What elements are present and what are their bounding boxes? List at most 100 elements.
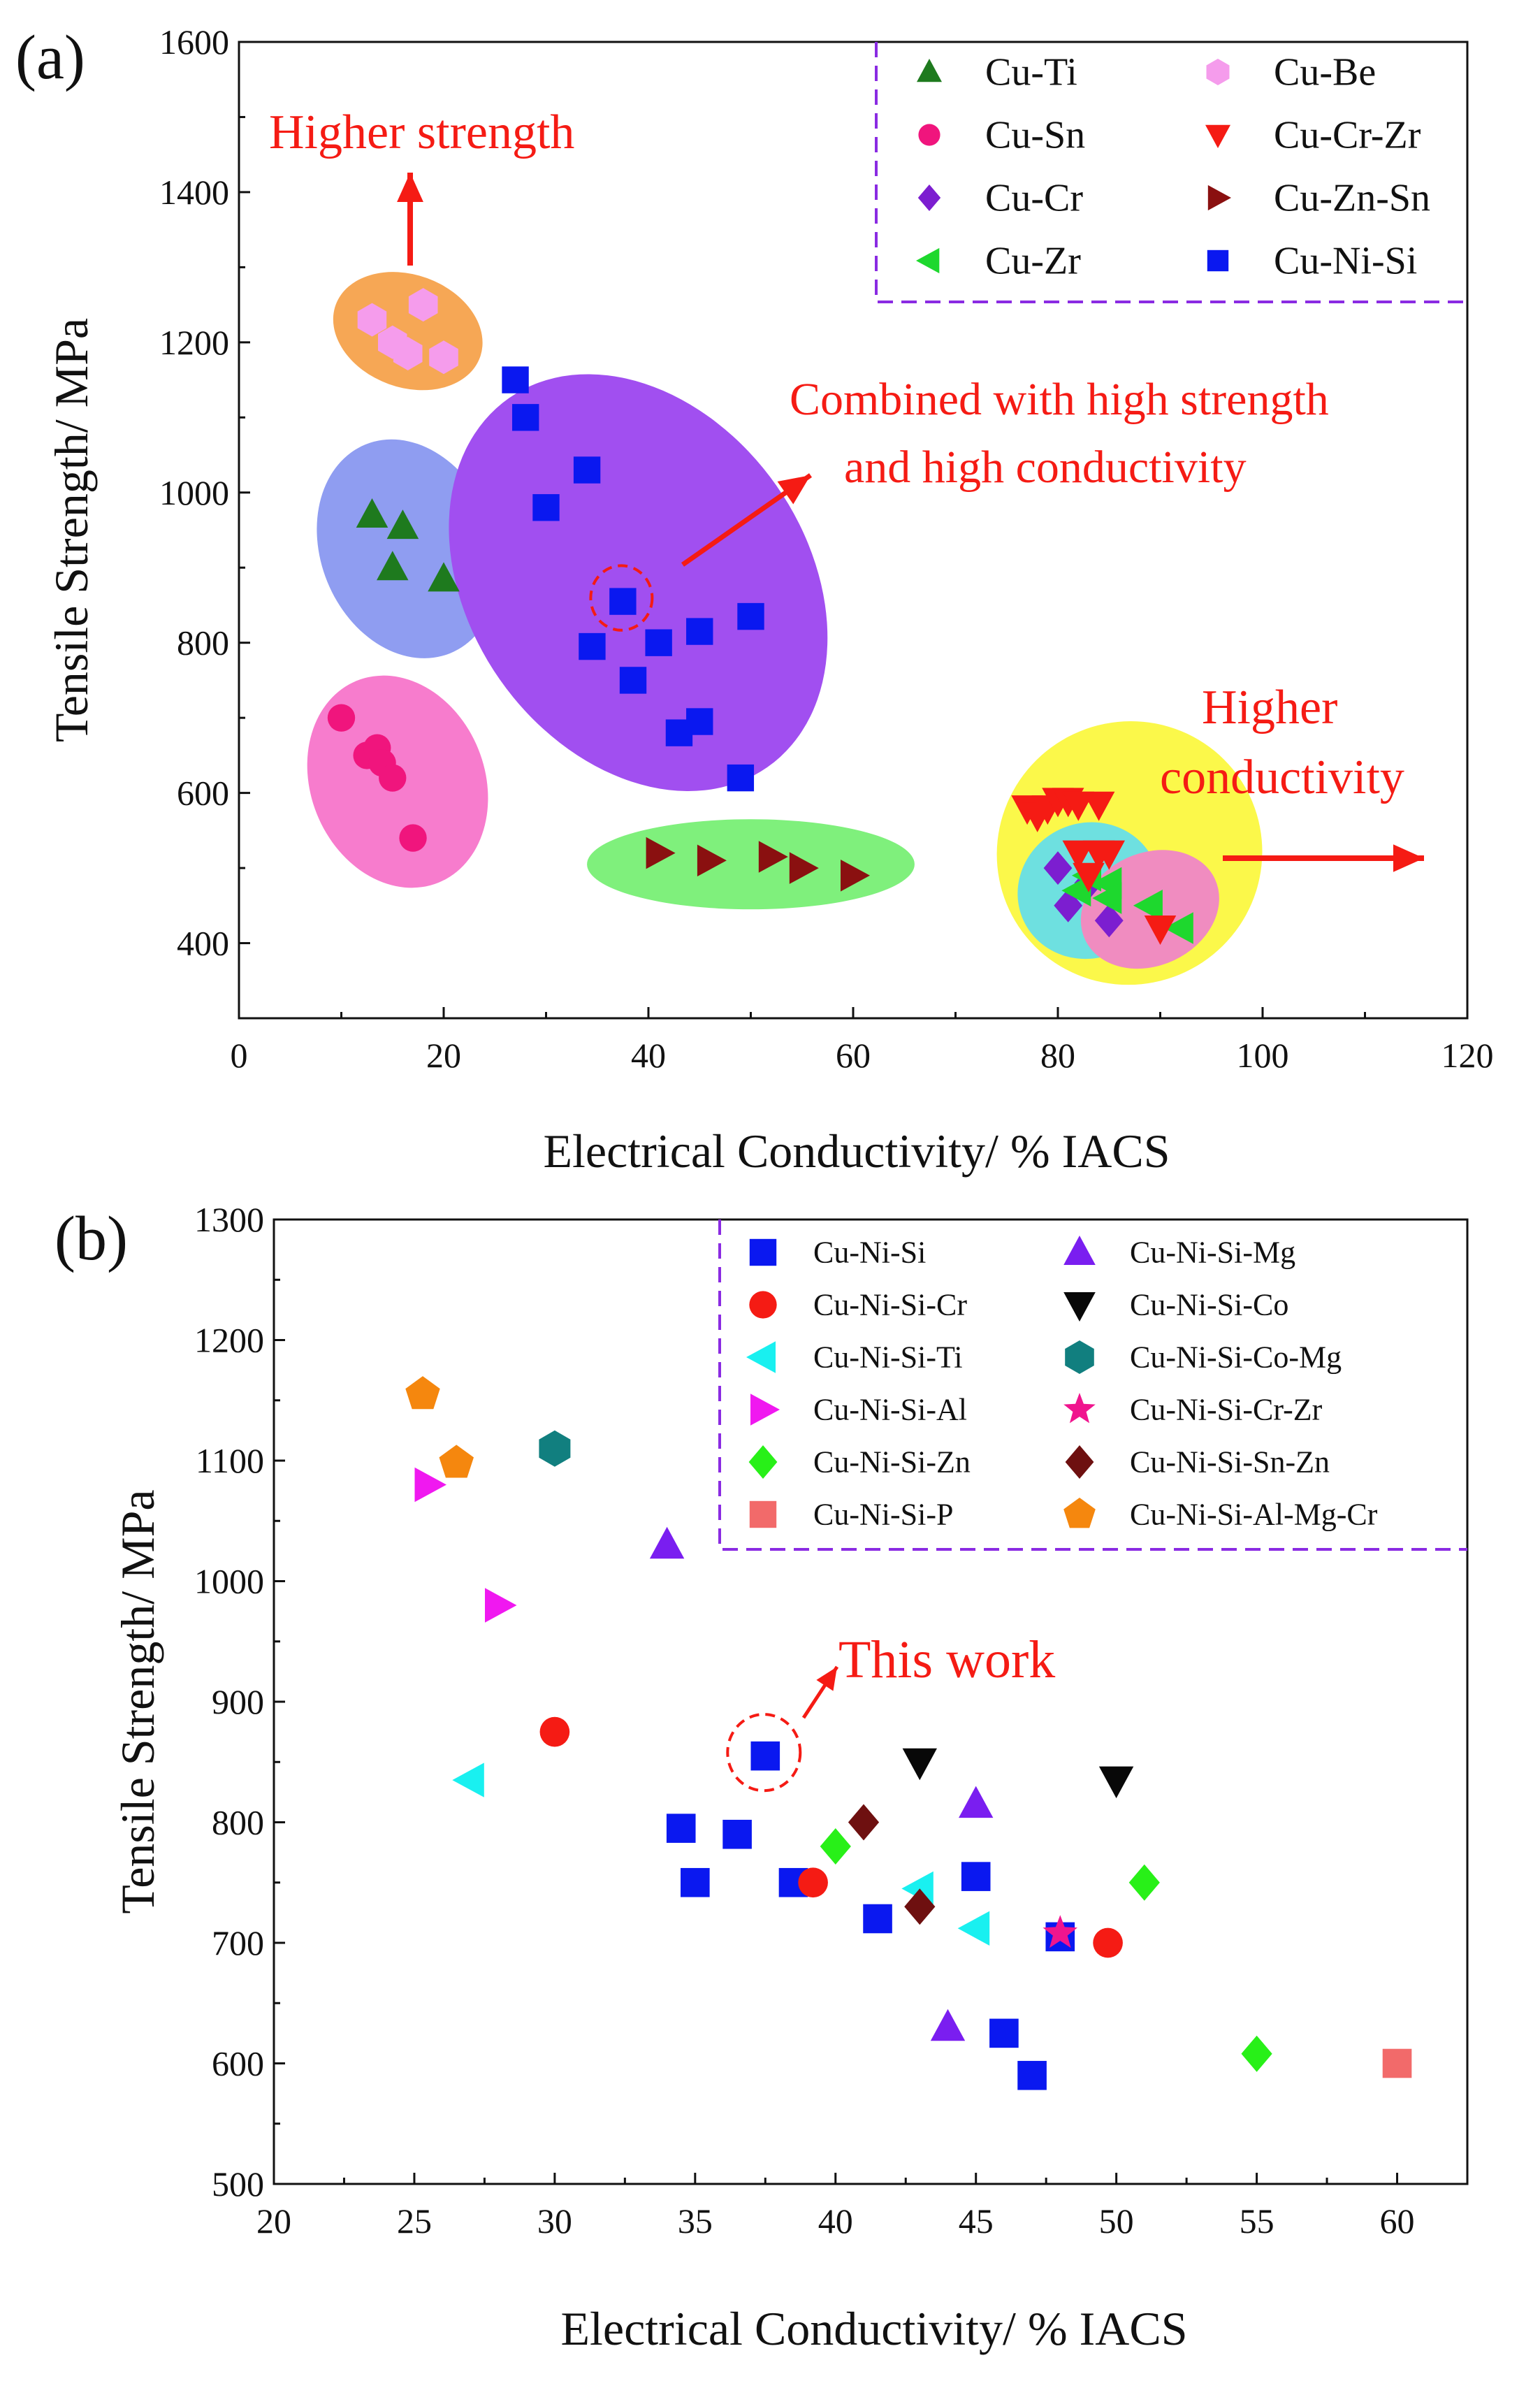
series-cu-ni-si-sn-zn [848, 1804, 936, 1925]
legend-marker [918, 124, 940, 146]
data-point [357, 303, 387, 337]
series-cu-ni-si [666, 1741, 1075, 2090]
x-tick-label: 60 [836, 1036, 871, 1075]
data-point [399, 824, 427, 852]
series-cu-zn-sn [646, 837, 870, 892]
data-point [1241, 2035, 1272, 2072]
data-point [439, 1445, 474, 1478]
data-point [722, 1819, 752, 1849]
series-cu-ni-si-cr [539, 1716, 1123, 1958]
data-point [539, 1430, 571, 1467]
legend-label: Cu-Ni-Si-Co [1130, 1288, 1288, 1322]
x-axis-title: Electrical Conductivity/ % IACS [560, 2302, 1187, 2355]
data-point [820, 1828, 851, 1865]
x-tick-label: 30 [537, 2201, 572, 2241]
annotation-higher-line1: Higher [1202, 681, 1337, 735]
series-cu-ni-si-co [902, 1748, 1134, 1799]
data-point [645, 629, 672, 656]
legend-label: Cu-Zn-Sn [1274, 176, 1430, 219]
data-point [356, 498, 388, 528]
legend-marker [749, 1291, 777, 1319]
data-point [327, 704, 356, 732]
data-point [502, 366, 529, 393]
data-point [666, 1814, 696, 1843]
data-point [1017, 2060, 1047, 2090]
annotation-combined-line2: and high conductivity [844, 442, 1247, 493]
data-point [379, 764, 407, 792]
y-tick-label: 1000 [194, 1562, 264, 1601]
data-point [686, 618, 713, 645]
legend-label: Cu-Ni-Si-Cr-Zr [1130, 1393, 1323, 1427]
legend: Cu-Ni-Si Cu-Ni-Si-Cr Cu-Ni-Si-Ti Cu-Ni-Si-A… [718, 1220, 1467, 1551]
x-axis-title: Electrical Conductivity/ % IACS [543, 1124, 1170, 1178]
legend-marker [1063, 1236, 1096, 1265]
data-point [609, 588, 637, 615]
x-tick-label: 50 [1099, 2201, 1134, 2241]
legend-label: Cu-Ni-Si-Cr [813, 1288, 967, 1322]
arrow-combined-head [777, 475, 811, 505]
series-cu-ni-si-mg [649, 1526, 994, 2041]
legend-marker [1205, 124, 1230, 148]
legend-marker [917, 184, 941, 211]
panel-a: 0 20 40 60 80 100 120 400 600 800 1000 1200 1400 1600… [15, 22, 1494, 1178]
x-tick-label: 55 [1240, 2201, 1274, 2241]
data-point [789, 852, 819, 884]
y-tick-label: 1100 [196, 1441, 264, 1480]
data-point [573, 456, 601, 484]
y-tick-label: 400 [177, 924, 229, 963]
panel-label: (b) [55, 1204, 128, 1273]
legend-marker [746, 1341, 776, 1373]
legend-label: Cu-Ni-Si-Zn [813, 1445, 971, 1479]
arrow-this-work-head [816, 1667, 837, 1691]
data-point [758, 841, 788, 873]
panel-b: 20 25 30 35 40 45 50 55 60 500 600 700 800 900 1000 110… [55, 1200, 1469, 2355]
data-point [957, 1911, 990, 1946]
arrow-higher-conductivity-head [1393, 844, 1424, 872]
data-point [1082, 791, 1115, 821]
series-cu-ni-si-ti [452, 1763, 990, 1946]
y-tick-label: 1000 [159, 473, 229, 512]
legend-border [718, 1220, 1467, 1551]
legend-label: Cu-Ni-Si-Al-Mg-Cr [1130, 1498, 1378, 1532]
data-point [1093, 1927, 1123, 1958]
data-point [841, 860, 870, 892]
x-tick-label: 40 [631, 1036, 666, 1075]
legend-label: Cu-Ni-Si-Mg [1130, 1236, 1295, 1270]
legend-marker [749, 1500, 777, 1528]
y-tick-label: 1600 [159, 22, 229, 61]
data-point [961, 1862, 991, 1891]
data-point [930, 2009, 966, 2041]
legend-label: Cu-Ni-Si-P [813, 1498, 953, 1532]
data-point [405, 1376, 440, 1410]
highlight-circle [726, 1713, 802, 1793]
annotation-higher-line2: conductivity [1160, 751, 1404, 804]
highlight-circle [589, 564, 654, 632]
data-point [646, 837, 676, 869]
series-cu-ti [356, 498, 460, 592]
data-point [902, 1748, 937, 1781]
legend-marker [1207, 184, 1231, 211]
series-cu-ni-si-cr-zr [1043, 1915, 1077, 1948]
legend-label: Cu-Ni-Si-Ti [813, 1340, 963, 1375]
y-tick-label: 500 [212, 2164, 264, 2204]
data-point [377, 551, 409, 581]
legend-marker [1063, 1393, 1096, 1424]
annotation-combined-line1: Combined with high strength [790, 374, 1329, 425]
data-point [989, 2018, 1019, 2048]
y-tick-label: 1400 [159, 173, 229, 212]
series-cu-cr-zr [1011, 788, 1177, 945]
legend-label: Cu-Ti [985, 50, 1077, 94]
y-tick-label: 800 [212, 1803, 264, 1842]
data-point [1073, 862, 1105, 892]
legend-marker [748, 1445, 778, 1479]
x-tick-label: 35 [678, 2201, 713, 2241]
data-point [1043, 851, 1073, 885]
series-cu-ni-si-zn [820, 1828, 1272, 2072]
data-point [904, 1888, 936, 1925]
series-cu-ni-si-co-mg [539, 1430, 571, 1467]
data-point [1128, 1864, 1160, 1901]
data-point [1382, 2048, 1412, 2078]
annotation-this-work: This work [838, 1630, 1055, 1689]
legend-label: Cu-Ni-Si-Co-Mg [1130, 1340, 1342, 1375]
